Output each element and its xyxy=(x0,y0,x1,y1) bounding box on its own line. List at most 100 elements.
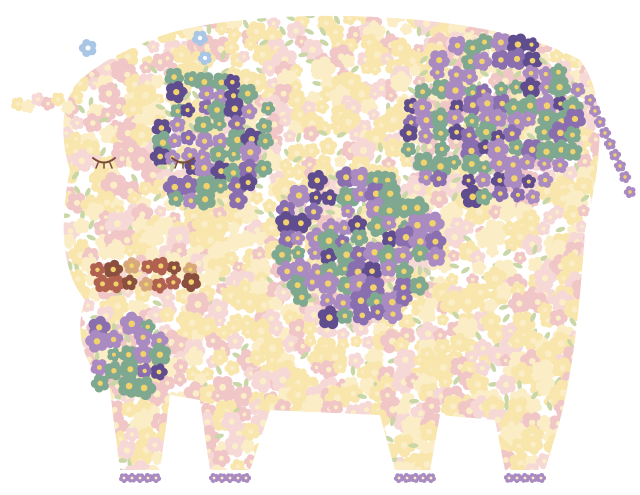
flower-icon xyxy=(66,350,84,368)
leaf-icon xyxy=(597,24,600,34)
flower-icon xyxy=(599,88,600,110)
leaf-icon xyxy=(540,35,551,40)
leaf-icon xyxy=(304,28,314,35)
flower-icon xyxy=(401,472,412,483)
flower-icon xyxy=(63,441,66,451)
flower-icon xyxy=(590,270,600,291)
flower-icon xyxy=(426,473,436,484)
flower-icon xyxy=(36,225,49,238)
flower-icon xyxy=(35,132,48,145)
flower-icon xyxy=(286,20,306,41)
flower-icon xyxy=(186,429,205,448)
flower-icon xyxy=(253,440,278,465)
flower-icon xyxy=(539,15,556,28)
flower-icon xyxy=(91,468,102,471)
flower-icon xyxy=(562,458,579,471)
flower-icon xyxy=(44,306,62,324)
flower-icon xyxy=(41,138,60,157)
flower-icon xyxy=(26,444,45,463)
leaf-icon xyxy=(522,15,528,25)
flower-icon xyxy=(131,15,152,34)
flower-icon xyxy=(63,234,64,243)
flower-icon xyxy=(287,437,307,457)
flower-icon xyxy=(536,472,547,483)
flower-icon xyxy=(70,315,85,331)
flower-icon xyxy=(590,400,600,423)
flower-icon xyxy=(590,186,600,210)
flower-icon xyxy=(33,232,47,246)
flower-icon xyxy=(347,352,364,369)
flower-icon xyxy=(230,459,245,471)
flower-icon xyxy=(175,465,193,471)
flower-icon xyxy=(343,15,357,26)
leaf-icon xyxy=(502,313,510,323)
flower-icon xyxy=(605,263,620,278)
leaf-icon xyxy=(31,173,42,180)
flower-icon xyxy=(446,467,457,471)
flower-icon xyxy=(280,467,297,471)
flower-icon xyxy=(63,371,75,393)
flower-icon xyxy=(267,429,283,444)
flower-icon xyxy=(600,344,625,368)
flower-icon xyxy=(275,438,299,462)
flower-icon xyxy=(565,15,582,27)
flower-icon xyxy=(523,15,540,30)
flower-icon xyxy=(246,21,267,42)
flower-icon xyxy=(40,415,63,438)
flower-icon xyxy=(609,473,621,485)
flower-icon xyxy=(90,374,109,393)
flower-icon xyxy=(265,454,279,468)
flower-icon xyxy=(160,447,185,471)
flower-icon xyxy=(440,441,453,454)
flower-icon xyxy=(142,472,153,483)
leaf-icon xyxy=(585,352,596,359)
flower-icon xyxy=(37,362,53,378)
flower-icon xyxy=(436,313,449,326)
flower-icon xyxy=(94,443,107,457)
flower-icon xyxy=(160,51,175,65)
flower-icon xyxy=(159,439,174,455)
flower-icon xyxy=(100,468,113,471)
flower-icon xyxy=(67,449,85,467)
flower-icon xyxy=(583,230,600,253)
leaf-icon xyxy=(461,266,470,274)
flower-icon xyxy=(606,391,624,409)
leaf-icon xyxy=(283,432,292,441)
flower-icon xyxy=(186,455,201,471)
flower-icon xyxy=(63,452,71,468)
leaf-icon xyxy=(606,288,617,296)
flower-icon xyxy=(602,374,614,386)
flower-icon xyxy=(109,35,125,51)
flower-icon xyxy=(368,88,381,101)
flower-icon xyxy=(559,462,581,471)
flower-icon xyxy=(262,198,277,213)
leaf-icon xyxy=(600,337,606,348)
flower-icon xyxy=(608,55,621,68)
flower-icon xyxy=(549,48,564,64)
leaf-icon xyxy=(607,310,614,321)
leaf-icon xyxy=(192,90,200,100)
flower-icon xyxy=(63,27,71,44)
flower-icon xyxy=(587,435,600,454)
leaf-icon xyxy=(312,80,323,86)
flower-icon xyxy=(589,385,600,408)
flower-icon xyxy=(40,241,60,261)
leaf-icon xyxy=(33,157,43,162)
leaf-icon xyxy=(206,24,212,35)
flower-icon xyxy=(99,24,119,44)
flower-icon xyxy=(470,439,486,455)
leaf-icon xyxy=(86,29,94,38)
flower-icon xyxy=(146,40,160,54)
flower-icon xyxy=(26,32,49,55)
flower-icon xyxy=(39,364,62,387)
leaf-icon xyxy=(34,275,39,285)
flower-icon xyxy=(286,411,311,435)
flower-icon xyxy=(27,284,47,304)
leaf-icon xyxy=(63,213,71,219)
leaf-icon xyxy=(155,17,164,26)
flower-icon xyxy=(502,15,518,26)
flower-icon xyxy=(601,357,623,379)
flower-icon xyxy=(33,340,48,355)
flower-icon xyxy=(49,196,63,211)
flower-icon xyxy=(314,432,331,449)
